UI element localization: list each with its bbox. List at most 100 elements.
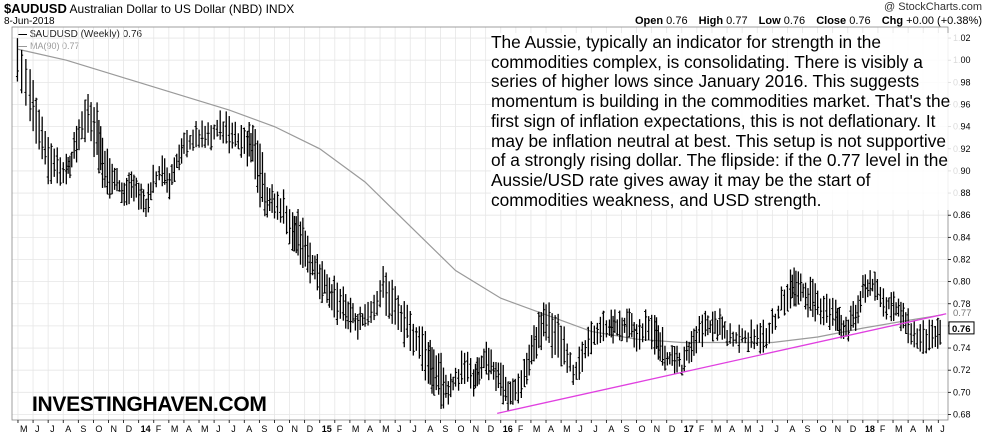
x-tick-label: J: [231, 424, 236, 434]
y-tick-label: 0.94: [953, 122, 971, 132]
legend-price-series: $AUDUSD (Weekly) 0.76: [18, 29, 142, 40]
chart-symbol-header: $AUDUSD Australian Dollar to US Dollar (…: [4, 1, 294, 16]
x-tick-label: D: [488, 424, 495, 434]
x-tick-label: S: [623, 424, 629, 434]
x-tick-label: J: [940, 424, 945, 434]
y-tick-label: 1.00: [953, 55, 971, 65]
x-tick-label: J: [35, 424, 40, 434]
x-tick-label: M: [744, 424, 752, 434]
x-tick-label: F: [880, 424, 886, 434]
last-value-labels: 0.77 0.76: [948, 308, 975, 335]
watermark-logo: INVESTINGHAVEN.COM: [32, 393, 267, 416]
legend-ma-swatch: [18, 46, 27, 48]
x-tick-label: O: [457, 424, 464, 434]
y-tick-label: 0.84: [953, 232, 971, 242]
x-tick-label: D: [850, 424, 857, 434]
x-tick-label: 14: [141, 424, 151, 434]
x-tick-label: M: [714, 424, 722, 434]
x-tick-label: M: [20, 424, 28, 434]
x-tick-label: N: [110, 424, 117, 434]
support-trendline: [497, 313, 947, 414]
x-tick-label: F: [337, 424, 343, 434]
x-tick-label: F: [699, 424, 705, 434]
x-tick-label: M: [563, 424, 571, 434]
copyright-label: @ StockCharts.com: [884, 1, 982, 13]
y-tick-label: 0.80: [953, 277, 971, 287]
x-tick-label: S: [80, 424, 86, 434]
y-tick-label: 0.68: [953, 409, 971, 419]
x-tick-label: J: [774, 424, 779, 434]
ma-line-group: [17, 48, 943, 344]
x-tick-label: J: [412, 424, 417, 434]
x-tick-label: N: [835, 424, 842, 434]
last-price-label: 0.76: [952, 324, 971, 335]
trendline-group: [497, 313, 947, 414]
x-tick-label: O: [639, 424, 646, 434]
legend-price-swatch: [18, 33, 27, 35]
x-tick-label: 17: [684, 424, 694, 434]
x-tick-label: N: [654, 424, 661, 434]
y-tick-label: 0.96: [953, 99, 971, 109]
y-tick-label: 0.92: [953, 144, 971, 154]
x-tick-label: J: [50, 424, 55, 434]
ohlc-readout: Open 0.76 High 0.77 Low 0.76 Close 0.76 …: [635, 15, 982, 27]
chart-date: 8-Jun-2018: [4, 16, 55, 27]
x-tick-label: A: [367, 424, 373, 434]
x-tick-label: A: [548, 424, 554, 434]
x-tick-label: A: [246, 424, 252, 434]
ohlc-close: Close 0.76: [816, 15, 871, 27]
x-tick-label: A: [186, 424, 192, 434]
x-tick-label: M: [171, 424, 179, 434]
x-tick-label: M: [352, 424, 360, 434]
x-tick-label: M: [895, 424, 903, 434]
x-tick-label: N: [473, 424, 480, 434]
x-tick-label: A: [427, 424, 433, 434]
ohlc-open: Open 0.76: [634, 15, 688, 27]
x-tick-label: F: [518, 424, 524, 434]
y-tick-label: 0.86: [953, 210, 971, 220]
x-tick-label: D: [307, 424, 314, 434]
x-tick-label: J: [593, 424, 598, 434]
x-tick-label: M: [533, 424, 541, 434]
legend-ma-series: MA(90) 0.77: [18, 41, 80, 51]
x-tick-label: O: [820, 424, 827, 434]
y-tick-label: 0.72: [953, 365, 971, 375]
y-tick-label: 0.74: [953, 343, 971, 353]
x-tick-label: O: [276, 424, 283, 434]
x-tick-label: A: [65, 424, 71, 434]
x-tick-label: A: [729, 424, 735, 434]
x-tick-label: M: [382, 424, 390, 434]
x-axis: M J J A S O N D 14 F M A M J J A S O N D 15 F M A M J J A S O N D 16 F M A M…: [17, 420, 945, 434]
ma-last-value-label: 0.77: [953, 308, 972, 319]
ma-90-line: [17, 48, 943, 344]
y-tick-label: 0.82: [953, 254, 971, 264]
x-tick-label: A: [910, 424, 916, 434]
y-tick-label: 1.02: [953, 33, 971, 43]
price-bars-group: [15, 38, 942, 412]
commentary-text: The Aussie, typically an indicator for s…: [491, 32, 961, 211]
y-tick-label: 0.78: [953, 299, 971, 309]
x-tick-label: 18: [865, 424, 875, 434]
x-tick-label: M: [201, 424, 209, 434]
x-tick-label: J: [216, 424, 221, 434]
x-tick-label: S: [805, 424, 811, 434]
ohlc-low: Low 0.76: [758, 15, 806, 27]
x-tick-label: O: [95, 424, 102, 434]
plot-frame: [11, 26, 949, 421]
last-price-box: [948, 321, 975, 335]
x-tick-label: D: [669, 424, 676, 434]
x-tick-label: A: [789, 424, 795, 434]
symbol-ticker: $AUDUSD: [4, 1, 67, 16]
y-tick-label: 0.98: [953, 77, 971, 87]
x-tick-label: S: [442, 424, 448, 434]
x-tick-label: M: [925, 424, 933, 434]
ohlc-high: High 0.77: [698, 15, 748, 27]
x-tick-label: 16: [503, 424, 513, 434]
x-tick-label: F: [156, 424, 162, 434]
x-tick-label: J: [759, 424, 764, 434]
y-tick-label: 0.70: [953, 387, 971, 397]
symbol-exchange: INDX: [265, 2, 295, 16]
x-tick-label: 15: [322, 424, 332, 434]
x-tick-label: A: [608, 424, 614, 434]
x-tick-label: S: [261, 424, 267, 434]
